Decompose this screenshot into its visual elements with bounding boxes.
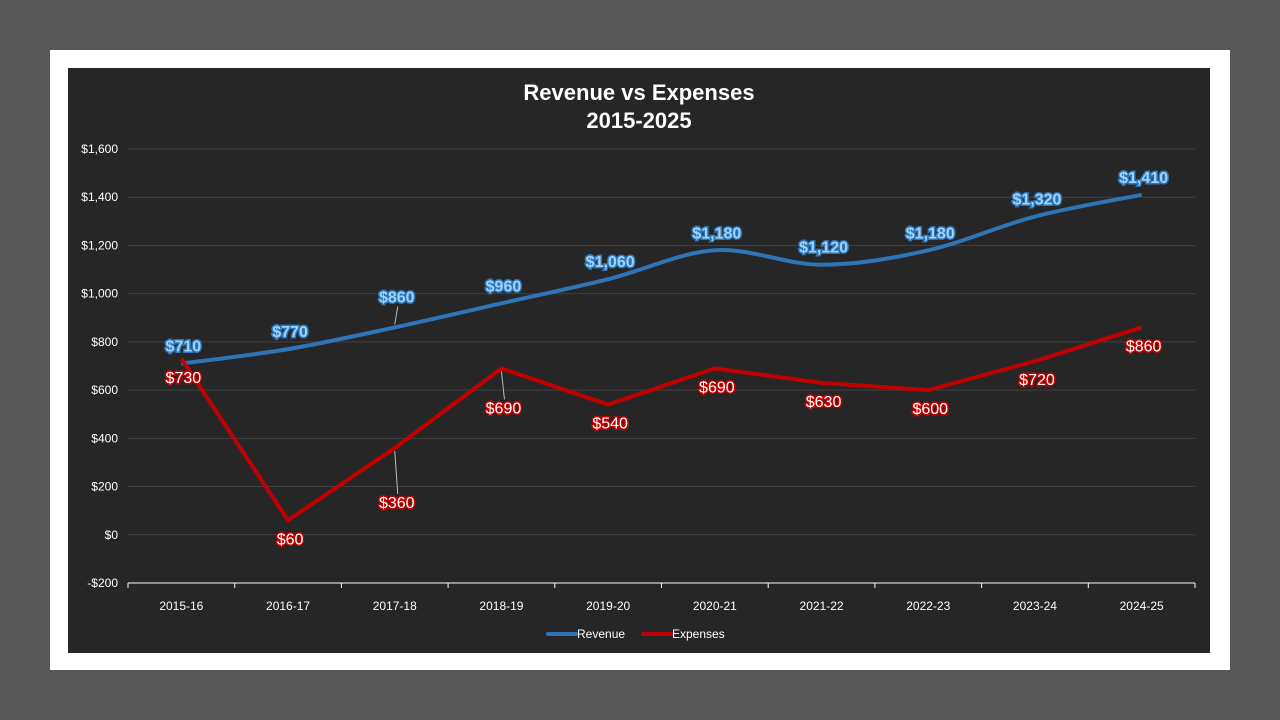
data-label: $860 [1126, 338, 1162, 355]
data-label: $60 [277, 531, 304, 548]
y-tick-label: -$200 [87, 576, 118, 590]
legend-label: Expenses [672, 627, 725, 641]
leader-line [394, 306, 399, 325]
data-label: $690 [486, 400, 522, 417]
x-tick-label: 2017-18 [373, 599, 417, 613]
data-label: $690 [699, 379, 735, 396]
x-tick-label: 2023-24 [1013, 599, 1057, 613]
y-tick-label: $800 [91, 335, 118, 349]
data-label: $1,120 [799, 240, 848, 257]
data-label: $360 [379, 495, 415, 512]
x-tick-label: 2018-19 [479, 599, 523, 613]
x-tick-label: 2024-25 [1120, 599, 1164, 613]
chart-area: Revenue vs Expenses 2015-2025 -$200 $0 $20… [68, 68, 1210, 653]
data-label: $1,410 [1119, 170, 1168, 187]
y-tick-label: $600 [91, 383, 118, 397]
data-label: $770 [272, 324, 308, 341]
y-tick-label: $1,000 [81, 287, 118, 301]
data-label: $540 [592, 416, 628, 433]
series-line-expenses [179, 325, 1143, 523]
leader-line [500, 371, 505, 400]
line-chart: Revenue vs Expenses 2015-2025 -$200 $0 $20… [81, 80, 1196, 641]
data-label: $730 [166, 370, 202, 387]
data-label: $1,060 [586, 254, 635, 271]
y-tick-label: $200 [91, 480, 118, 494]
chart-subtitle: 2015-2025 [586, 108, 691, 133]
data-label: $860 [379, 289, 415, 306]
x-tick-label: 2022-23 [906, 599, 950, 613]
y-tick-label: $1,200 [81, 238, 118, 252]
y-tick-label: $1,400 [81, 190, 118, 204]
leader-line [394, 450, 399, 495]
series-line-revenue [181, 192, 1143, 366]
y-tick-label: $1,600 [81, 142, 118, 156]
data-label: $960 [486, 278, 522, 295]
data-label: $630 [806, 394, 842, 411]
legend-label: Revenue [577, 627, 625, 641]
data-label: $600 [912, 401, 948, 418]
x-tick-label: 2019-20 [586, 599, 630, 613]
x-tick-label: 2015-16 [159, 599, 203, 613]
y-tick-label: $400 [91, 431, 118, 445]
x-tick-label: 2020-21 [693, 599, 737, 613]
y-tick-label: $0 [105, 528, 119, 542]
chart-title: Revenue vs Expenses [523, 80, 754, 105]
data-label: $720 [1019, 372, 1055, 389]
data-label: $1,180 [692, 225, 741, 242]
x-tick-label: 2021-22 [800, 599, 844, 613]
data-label: $710 [166, 339, 202, 356]
data-label: $1,320 [1012, 192, 1061, 209]
data-label: $1,180 [906, 225, 955, 242]
x-tick-label: 2016-17 [266, 599, 310, 613]
